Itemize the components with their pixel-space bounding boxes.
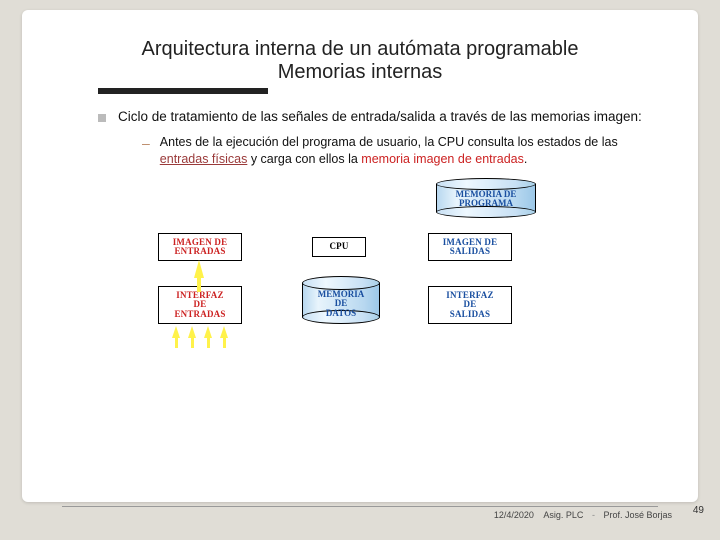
sub-hl2: memoria imagen de entradas [361, 152, 524, 166]
title-line1: Arquitectura interna de un autómata prog… [62, 38, 658, 61]
arrow-load-icon [194, 260, 204, 278]
memoria-datos-label: MEMORIA DE DATOS [302, 290, 380, 318]
memoria-programa-label: MEMORIA DE PROGRAMA [436, 190, 536, 209]
imagen-entradas-box: IMAGEN DE ENTRADAS [158, 233, 242, 261]
sub-end: . [524, 152, 527, 166]
interfaz-salidas-box: INTERFAZ DE SALIDAS [428, 286, 512, 324]
slide: Arquitectura interna de un autómata prog… [22, 10, 698, 502]
footer-author: Prof. José Borjas [603, 510, 672, 520]
memoria-programa-cylinder: MEMORIA DE PROGRAMA [436, 178, 536, 218]
sub-mid: y carga con ellos la [247, 152, 361, 166]
footer-sep: - [592, 510, 595, 520]
bullet-icon [98, 114, 106, 122]
arrow-input-icon [220, 326, 228, 338]
sub-bullet-text: Antes de la ejecución del programa de us… [160, 134, 658, 168]
sub-bullet-row: – Antes de la ejecución del programa de … [142, 134, 658, 168]
title-block: Arquitectura interna de un autómata prog… [62, 38, 658, 84]
memoria-datos-cylinder: MEMORIA DE DATOS [302, 276, 380, 324]
arrow-input-icon [204, 326, 212, 338]
bullet-text: Ciclo de tratamiento de las señales de e… [118, 108, 642, 126]
cpu-box: CPU [312, 237, 366, 257]
footer-rule [62, 506, 658, 507]
sub-pre: Antes de la ejecución del programa de us… [160, 135, 618, 149]
bullet-row: Ciclo de tratamiento de las señales de e… [98, 108, 658, 126]
sub-dash-icon: – [142, 135, 150, 168]
title-line2: Memorias internas [62, 61, 658, 84]
imagen-salidas-box: IMAGEN DE SALIDAS [428, 233, 512, 261]
footer-date: 12/4/2020 [494, 510, 534, 520]
arrow-input-icon [188, 326, 196, 338]
footer: 12/4/2020 Asig. PLC - Prof. José Borjas [22, 506, 698, 520]
page-number: 49 [693, 505, 704, 516]
arrow-input-icon [172, 326, 180, 338]
architecture-diagram: MEMORIA DE PROGRAMA IMAGEN DE ENTRADAS C… [110, 178, 610, 378]
footer-text: 12/4/2020 Asig. PLC - Prof. José Borjas [22, 510, 698, 520]
sub-hl1: entradas físicas [160, 152, 248, 166]
title-underline [98, 88, 268, 94]
footer-course: Asig. PLC [543, 510, 583, 520]
